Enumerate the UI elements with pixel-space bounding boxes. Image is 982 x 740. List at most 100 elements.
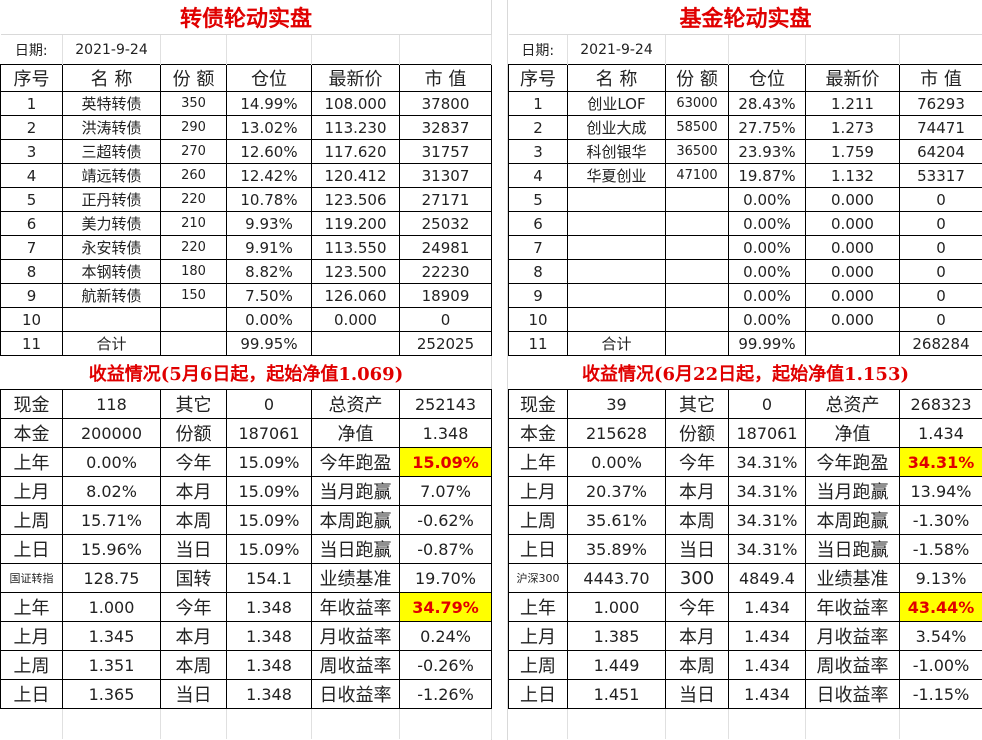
table-cell[interactable]: 英特转债 bbox=[62, 91, 161, 116]
empty-cell[interactable] bbox=[728, 708, 806, 739]
table-cell[interactable]: 220 bbox=[160, 235, 227, 260]
table-cell[interactable]: 32837 bbox=[398, 115, 493, 140]
table-cell[interactable]: 0 bbox=[898, 187, 982, 212]
empty-cell[interactable] bbox=[311, 34, 400, 65]
table-cell[interactable]: 5 bbox=[0, 187, 63, 212]
table-cell[interactable]: 永安转债 bbox=[62, 235, 161, 260]
table-cell[interactable] bbox=[665, 187, 729, 212]
table-cell[interactable]: 创业LOF bbox=[567, 91, 666, 116]
summary-value[interactable]: -1.00% bbox=[898, 650, 982, 680]
table-cell[interactable]: 1.211 bbox=[805, 91, 900, 116]
table-cell[interactable]: 53317 bbox=[898, 163, 982, 188]
summary-value[interactable]: 4443.70 bbox=[567, 563, 666, 593]
summary-label[interactable]: 当日 bbox=[160, 534, 227, 564]
table-cell[interactable] bbox=[665, 331, 729, 356]
table-cell[interactable]: 1.273 bbox=[805, 115, 900, 140]
summary-value[interactable]: 1.434 bbox=[898, 418, 982, 448]
summary-label[interactable]: 当日跑赢 bbox=[805, 534, 900, 564]
table-cell[interactable]: 7 bbox=[0, 235, 63, 260]
column-header[interactable]: 份 额 bbox=[160, 64, 227, 92]
table-cell[interactable]: 290 bbox=[160, 115, 227, 140]
summary-value[interactable]: 15.96% bbox=[62, 534, 161, 564]
summary-value[interactable]: 128.75 bbox=[62, 563, 161, 593]
table-cell[interactable]: 9.93% bbox=[226, 211, 312, 236]
summary-value[interactable]: 15.09% bbox=[226, 447, 312, 477]
summary-value[interactable]: -1.26% bbox=[398, 679, 493, 709]
table-cell[interactable]: 7 bbox=[508, 235, 568, 260]
table-cell[interactable]: 119.200 bbox=[311, 211, 400, 236]
table-cell[interactable]: 210 bbox=[160, 211, 227, 236]
summary-label[interactable]: 现金 bbox=[508, 389, 568, 419]
summary-label[interactable]: 今年跑盈 bbox=[805, 447, 900, 477]
summary-value[interactable]: 39 bbox=[567, 389, 666, 419]
summary-value[interactable]: -1.58% bbox=[898, 534, 982, 564]
summary-label[interactable]: 当日 bbox=[160, 679, 227, 709]
empty-cell[interactable] bbox=[567, 708, 666, 739]
summary-value[interactable]: 19.70% bbox=[398, 563, 493, 593]
summary-label[interactable]: 净值 bbox=[311, 418, 400, 448]
table-cell[interactable]: 11 bbox=[508, 331, 568, 356]
summary-value[interactable]: 1.348 bbox=[226, 592, 312, 622]
summary-value[interactable]: 0.24% bbox=[398, 621, 493, 651]
summary-value[interactable]: 34.31% bbox=[898, 447, 982, 477]
table-cell[interactable]: 航新转债 bbox=[62, 283, 161, 308]
table-cell[interactable]: 47100 bbox=[665, 163, 729, 188]
table-cell[interactable]: 正丹转债 bbox=[62, 187, 161, 212]
table-cell[interactable]: 靖远转债 bbox=[62, 163, 161, 188]
summary-value[interactable]: -0.62% bbox=[398, 505, 493, 535]
summary-label[interactable]: 上日 bbox=[0, 679, 63, 709]
table-cell[interactable]: 合计 bbox=[567, 331, 666, 356]
summary-value[interactable]: 4849.4 bbox=[728, 563, 806, 593]
summary-label[interactable]: 当日 bbox=[665, 534, 729, 564]
table-cell[interactable]: 9 bbox=[0, 283, 63, 308]
summary-value[interactable]: 7.07% bbox=[398, 476, 493, 506]
summary-title[interactable]: 收益情况(5月6日起，起始净值1.069) bbox=[88, 363, 404, 385]
summary-label[interactable]: 年收益率 bbox=[805, 592, 900, 622]
summary-label[interactable]: 300 bbox=[665, 563, 729, 593]
summary-label[interactable]: 当月跑赢 bbox=[805, 476, 900, 506]
summary-value[interactable]: 1.434 bbox=[728, 592, 806, 622]
summary-label[interactable]: 其它 bbox=[665, 389, 729, 419]
summary-label[interactable]: 上年 bbox=[0, 447, 63, 477]
table-cell[interactable]: 120.412 bbox=[311, 163, 400, 188]
column-header[interactable]: 序号 bbox=[0, 64, 63, 92]
summary-value[interactable]: 13.94% bbox=[898, 476, 982, 506]
table-cell[interactable] bbox=[567, 187, 666, 212]
table-cell[interactable]: 13.02% bbox=[226, 115, 312, 140]
summary-label[interactable]: 上周 bbox=[0, 505, 63, 535]
column-header[interactable]: 序号 bbox=[508, 64, 568, 92]
summary-value[interactable]: 34.31% bbox=[728, 447, 806, 477]
table-cell[interactable]: 9 bbox=[508, 283, 568, 308]
table-cell[interactable]: 99.99% bbox=[728, 331, 806, 356]
column-header[interactable]: 仓位 bbox=[728, 64, 806, 92]
table-cell[interactable]: 113.230 bbox=[311, 115, 400, 140]
column-header[interactable]: 最新价 bbox=[311, 64, 400, 92]
table-cell[interactable]: 4 bbox=[508, 163, 568, 188]
summary-label[interactable]: 国转 bbox=[160, 563, 227, 593]
column-header[interactable]: 市 值 bbox=[398, 64, 493, 92]
table-cell[interactable]: 268284 bbox=[898, 331, 982, 356]
table-cell[interactable]: 12.42% bbox=[226, 163, 312, 188]
table-cell[interactable]: 洪涛转债 bbox=[62, 115, 161, 140]
summary-value[interactable]: 1.385 bbox=[567, 621, 666, 651]
empty-cell[interactable] bbox=[399, 708, 493, 739]
table-cell[interactable]: 2 bbox=[0, 115, 63, 140]
table-cell[interactable]: 5 bbox=[508, 187, 568, 212]
summary-value[interactable]: 1.434 bbox=[728, 621, 806, 651]
summary-label[interactable]: 年收益率 bbox=[311, 592, 400, 622]
date-label[interactable]: 日期: bbox=[508, 34, 568, 65]
summary-label[interactable]: 总资产 bbox=[311, 389, 400, 419]
table-cell[interactable]: 0.000 bbox=[311, 307, 400, 332]
empty-cell[interactable] bbox=[805, 708, 900, 739]
table-cell[interactable] bbox=[665, 307, 729, 332]
summary-value[interactable]: 1.348 bbox=[226, 650, 312, 680]
table-cell[interactable]: 36500 bbox=[665, 139, 729, 164]
table-cell[interactable]: 0 bbox=[898, 211, 982, 236]
table-cell[interactable]: 4 bbox=[0, 163, 63, 188]
table-cell[interactable] bbox=[62, 307, 161, 332]
table-cell[interactable]: 合计 bbox=[62, 331, 161, 356]
table-cell[interactable]: 64204 bbox=[898, 139, 982, 164]
summary-value[interactable]: 200000 bbox=[62, 418, 161, 448]
table-cell[interactable] bbox=[665, 259, 729, 284]
table-cell[interactable]: 科创银华 bbox=[567, 139, 666, 164]
